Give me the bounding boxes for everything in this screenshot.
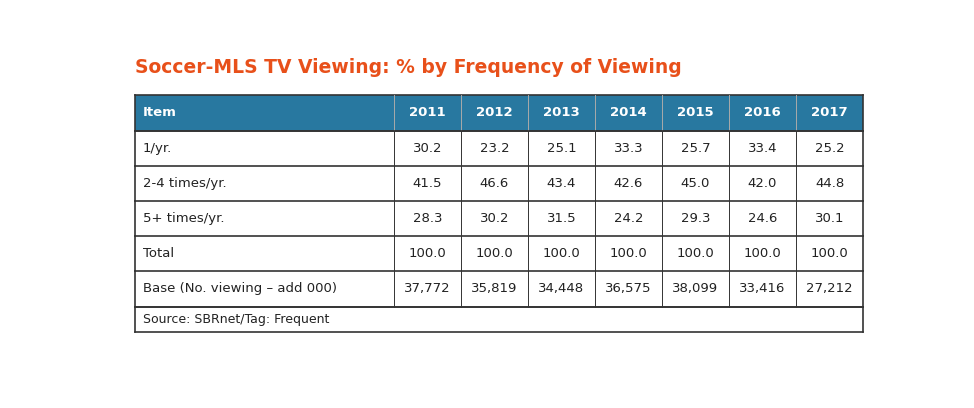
Text: Soccer-MLS TV Viewing: % by Frequency of Viewing: Soccer-MLS TV Viewing: % by Frequency of… (135, 58, 682, 78)
Text: Total: Total (143, 247, 174, 260)
Text: 42.6: 42.6 (614, 177, 643, 190)
Text: 38,099: 38,099 (672, 282, 719, 295)
Text: 23.2: 23.2 (479, 142, 509, 155)
Text: 25.7: 25.7 (681, 142, 710, 155)
Text: 24.2: 24.2 (614, 212, 643, 225)
Text: 100.0: 100.0 (810, 247, 848, 260)
Bar (135, 95, 863, 131)
Text: 2015: 2015 (677, 106, 714, 119)
Text: 2011: 2011 (409, 106, 446, 119)
Text: 33.3: 33.3 (614, 142, 643, 155)
Text: Item: Item (143, 106, 176, 119)
Text: 35,819: 35,819 (471, 282, 517, 295)
Text: 44.8: 44.8 (815, 177, 844, 190)
Text: 46.6: 46.6 (480, 177, 509, 190)
Text: 100.0: 100.0 (743, 247, 781, 260)
Text: 2017: 2017 (811, 106, 847, 119)
Bar (135, 201, 863, 236)
Text: Source: SBRnet/Tag: Frequent: Source: SBRnet/Tag: Frequent (143, 313, 329, 326)
Text: 100.0: 100.0 (408, 247, 446, 260)
Bar (135, 166, 863, 201)
Text: 100.0: 100.0 (543, 247, 581, 260)
Text: 30.1: 30.1 (815, 212, 844, 225)
Text: Base (No. viewing – add 000): Base (No. viewing – add 000) (143, 282, 337, 295)
Text: 25.2: 25.2 (814, 142, 844, 155)
Text: 2016: 2016 (744, 106, 781, 119)
Text: 31.5: 31.5 (546, 212, 577, 225)
Text: 27,212: 27,212 (806, 282, 853, 295)
Text: 34,448: 34,448 (539, 282, 584, 295)
Text: 2013: 2013 (543, 106, 580, 119)
Text: 24.6: 24.6 (748, 212, 777, 225)
Bar (135, 131, 863, 166)
Text: 36,575: 36,575 (605, 282, 652, 295)
Text: 29.3: 29.3 (681, 212, 710, 225)
Text: 43.4: 43.4 (546, 177, 577, 190)
Bar (135, 236, 863, 271)
Text: 100.0: 100.0 (677, 247, 714, 260)
Text: 42.0: 42.0 (748, 177, 777, 190)
Text: 45.0: 45.0 (681, 177, 710, 190)
Text: 2012: 2012 (476, 106, 512, 119)
Bar (135, 271, 863, 306)
Bar (135, 306, 863, 333)
Text: 30.2: 30.2 (479, 212, 509, 225)
Text: 2-4 times/yr.: 2-4 times/yr. (143, 177, 227, 190)
Text: 25.1: 25.1 (546, 142, 577, 155)
Text: 2014: 2014 (610, 106, 647, 119)
Text: 1/yr.: 1/yr. (143, 142, 172, 155)
Text: 100.0: 100.0 (475, 247, 513, 260)
Text: 28.3: 28.3 (413, 212, 442, 225)
Text: 5+ times/yr.: 5+ times/yr. (143, 212, 224, 225)
Text: 33,416: 33,416 (739, 282, 786, 295)
Text: 41.5: 41.5 (413, 177, 442, 190)
Text: 33.4: 33.4 (748, 142, 777, 155)
Text: 37,772: 37,772 (404, 282, 451, 295)
Text: 30.2: 30.2 (413, 142, 442, 155)
Text: 100.0: 100.0 (610, 247, 648, 260)
